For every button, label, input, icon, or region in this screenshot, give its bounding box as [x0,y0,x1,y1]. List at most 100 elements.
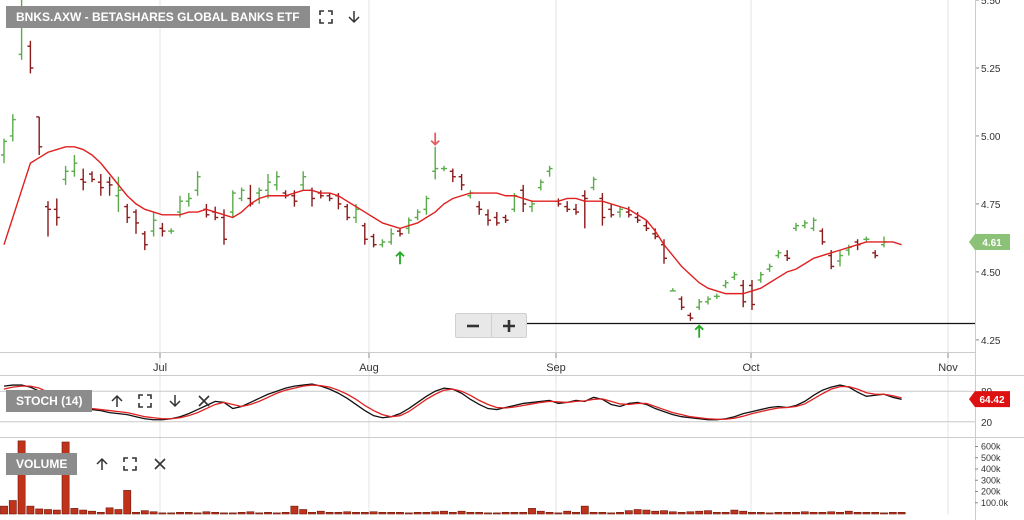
volume-bar [897,512,906,515]
volume-bar [140,510,149,515]
volume-bar [871,512,880,515]
arrow-down-icon[interactable] [344,7,364,27]
volume-bar [536,510,545,515]
volume-bar [343,511,352,515]
volume-bar [149,511,158,515]
price-tag [969,233,1010,250]
arrow-up-icon[interactable] [92,454,112,474]
fullscreen-icon[interactable] [135,391,155,411]
fullscreen-icon[interactable] [316,7,336,27]
ohlc-bar [300,171,307,191]
volume-bar [325,512,334,515]
ohlc-bar [141,231,148,251]
close-icon[interactable] [150,454,170,474]
price-pane[interactable] [1,0,975,338]
volume-bar [79,509,88,515]
volume-bar [308,512,316,515]
y-tick-label: 5.50 [981,0,1001,7]
ohlc-bar [608,203,615,218]
volume-bar [765,512,774,515]
y-tick-label: 5.25 [981,64,1001,75]
volume-bar [272,512,281,515]
ohlc-bar [599,193,606,226]
buy-arrow-icon [694,324,704,338]
volume-bar [800,511,809,515]
volume-bar [739,510,748,515]
ohlc-bar [713,293,720,300]
zoom-in-button[interactable] [490,314,527,337]
volume-bar [466,512,475,515]
ohlc-bar [784,250,791,261]
ohlc-bar [502,214,509,223]
volume-bar [264,512,272,515]
ohlc-bar [344,203,351,221]
volume-title: VOLUME [6,453,78,475]
volume-bar [484,512,492,515]
stoch-value-label: 64.42 [979,395,1004,406]
volume-bar [528,508,536,515]
ohlc-bar [326,193,333,202]
ohlc-bar [564,201,571,213]
volume-bar [695,510,704,515]
volume-bar [70,508,79,515]
volume-bar [228,512,237,515]
volume-bar [721,512,730,515]
volume-bar [633,509,642,515]
arrow-up-icon[interactable] [107,391,127,411]
ohlc-bar [414,209,421,221]
volume-bar [360,512,369,515]
volume-bar [519,512,528,515]
volume-bar [105,507,114,515]
volume-bar [651,510,660,515]
volume-bar [369,511,378,515]
volume-bar [660,510,668,515]
ohlc-bar [71,154,78,177]
volume-bar [193,512,202,515]
volume-bar [167,512,176,515]
ohlc-bar [485,209,491,226]
stoch-pane[interactable] [3,383,902,421]
price-chart-title: BNKS.AXW - BETASHARES GLOBAL BANKS ETF [6,6,310,28]
volume-bar [563,510,572,515]
plus-icon [502,319,515,332]
ohlc-bar [643,220,650,232]
arrow-down-icon[interactable] [165,391,185,411]
volume-bar [61,441,70,515]
ohlc-bar [185,193,192,207]
ohlc-bar [810,217,817,232]
ohlc-bar [731,271,738,281]
volume-bar [211,512,220,515]
ohlc-bar [317,190,324,199]
ohlc-bar [36,116,43,155]
volume-bar [96,512,105,515]
volume-y-tick-label: 100.0k [981,498,1009,508]
volume-bar [783,512,792,515]
ohlc-bar [529,201,535,213]
y-tick-label: 5.00 [981,132,1001,143]
volume-pane[interactable] [0,440,906,515]
volume-bar [545,512,554,515]
minus-icon [467,324,480,327]
volume-bar [202,511,211,515]
volume-bar [378,512,387,515]
volume-bar [598,512,607,515]
ohlc-bar [793,222,799,232]
ohlc-bar [80,168,87,191]
fullscreen-icon[interactable] [120,454,140,474]
ohlc-bar [749,280,755,310]
ohlc-bar [863,236,870,242]
volume-bar [501,512,510,515]
close-icon[interactable] [194,391,214,411]
volume-bar [554,512,563,515]
zoom-out-button[interactable] [456,314,491,337]
volume-y-tick-label: 200k [981,487,1001,497]
volume-bar [255,512,264,515]
x-tick-label: Aug [359,362,379,374]
ohlc-bar [590,176,597,191]
volume-bar [0,505,8,515]
ohlc-bar [62,165,69,185]
volume-bar [220,512,228,515]
ohlc-bar [661,239,667,264]
volume-bar [836,512,844,515]
stoch-d-line [3,384,902,420]
